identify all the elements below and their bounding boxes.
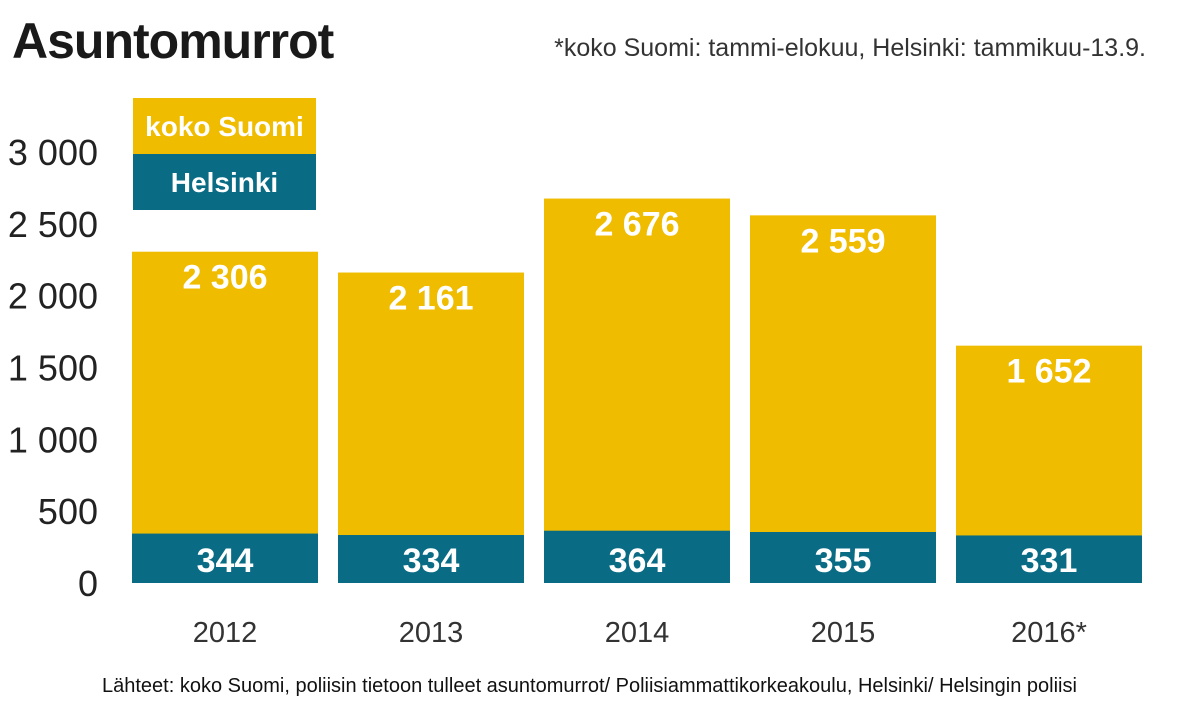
y-tick-label: 2 500 [8,204,98,245]
value-label-helsinki: 334 [403,542,460,580]
y-tick-label: 1 000 [8,419,98,460]
bar-helsinki [338,535,524,583]
chart-title: Asuntomurrot [12,13,334,69]
bar-helsinki [544,530,730,583]
value-label-koko-suomi: 2 306 [182,259,267,297]
x-tick-label: 2013 [399,617,464,649]
value-label-helsinki: 355 [815,542,872,580]
value-label-koko-suomi: 2 559 [800,222,885,260]
x-tick-label: 2012 [193,617,258,649]
y-tick-label: 1 500 [8,348,98,389]
value-label-helsinki: 331 [1021,542,1078,580]
bar-helsinki [750,531,936,583]
value-label-koko-suomi: 2 161 [388,280,473,318]
x-tick-label: 2014 [605,617,670,649]
value-label-koko-suomi: 2 676 [594,206,679,244]
y-tick-label: 3 000 [8,132,98,173]
legend-label-koko-suomi: koko Suomi [145,111,304,142]
value-label-koko-suomi: 1 652 [1006,353,1091,391]
bar-koko-suomi [338,272,524,583]
y-tick-label: 2 000 [8,276,98,317]
value-label-helsinki: 364 [609,542,666,580]
value-label-helsinki: 344 [197,542,254,580]
legend-label-helsinki: Helsinki [171,167,278,198]
source-note: Lähteet: koko Suomi, poliisin tietoon tu… [102,675,1077,697]
legend-swatch-helsinki [133,154,316,210]
bar-koko-suomi [544,198,730,583]
y-tick-label: 500 [38,491,98,532]
chart-note: *koko Suomi: tammi-elokuu, Helsinki: tam… [554,34,1146,62]
bar-helsinki [956,535,1142,583]
legend-swatch-koko-suomi [133,98,316,154]
bar-koko-suomi [132,251,318,584]
x-tick-label: 2016* [1011,617,1087,649]
bar-helsinki [132,533,318,583]
y-tick-label: 0 [78,563,98,604]
bar-koko-suomi [750,215,936,583]
x-tick-label: 2015 [811,617,876,649]
